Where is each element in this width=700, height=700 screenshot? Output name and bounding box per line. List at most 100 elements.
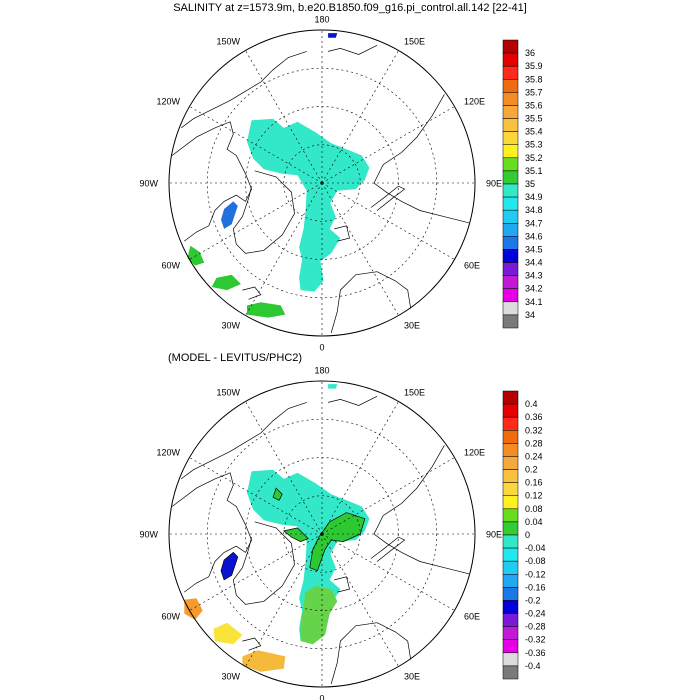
diff-coastline <box>328 395 378 406</box>
diff-colorbar-box <box>502 652 519 667</box>
diff-colorbar-label: 0.36 <box>525 412 543 422</box>
diff-coastline <box>171 472 252 593</box>
salinity-colorbar-box <box>502 262 519 276</box>
diff-coastline <box>242 637 262 651</box>
salinity-coastline <box>180 51 307 129</box>
salinity-longitude-label: 60E <box>464 261 480 271</box>
diff-colorbar-label: 0.16 <box>525 478 543 488</box>
diff-coastline <box>373 445 469 575</box>
salinity-longitude-label: 90W <box>139 179 158 189</box>
salinity-longitude-label: 120W <box>156 97 180 107</box>
salinity-colorbar-box <box>502 236 519 250</box>
salinity-coastline <box>232 170 295 254</box>
diff-colorbar-label: 0.4 <box>525 399 538 409</box>
diff-colorbar-label: -0.04 <box>525 543 546 553</box>
salinity-colorbar-box <box>502 249 519 263</box>
salinity-colorbar-box <box>502 275 519 289</box>
diff-coastline <box>334 576 350 593</box>
diff-colorbar-box <box>502 613 519 627</box>
diff-colorbar-label: 0.24 <box>525 452 543 462</box>
salinity-colorbar-box <box>502 209 519 224</box>
diff-map-boundary <box>168 380 476 688</box>
salinity-colorbar-box <box>502 65 519 80</box>
page-title: SALINITY at z=1573.9m, b.e20.B1850.f09_g… <box>173 2 527 14</box>
diff-colorbar-box <box>502 639 519 654</box>
diff-meridian <box>245 533 323 667</box>
salinity-colorbar-label: 34.6 <box>525 231 543 241</box>
salinity-meridian <box>245 50 323 184</box>
salinity-longitude-label: 120E <box>464 97 485 107</box>
salinity-latitude-circle <box>206 67 438 299</box>
diff-longitude-label: 60W <box>161 612 180 622</box>
salinity-region-eurasian <box>299 201 341 292</box>
diff-meridian <box>189 457 323 535</box>
diff-colorbar-box <box>502 521 519 536</box>
salinity-colorbar-box <box>502 170 519 185</box>
salinity-longitude-label: 30E <box>404 321 420 331</box>
salinity-meridian <box>245 182 323 316</box>
salinity-longitude-label: 30W <box>221 321 240 331</box>
diff-contour-lomonosov <box>283 527 309 542</box>
diff-colorbar-label: 0.28 <box>525 438 543 448</box>
diff-colorbar-label: -0.28 <box>525 622 546 632</box>
diff-contour-baffin <box>220 551 239 581</box>
diff-colorbar-box <box>502 626 519 640</box>
salinity-colorbar-label: 35.3 <box>525 140 543 150</box>
salinity-colorbar-box <box>502 92 519 106</box>
diff-colorbar-box <box>502 600 519 614</box>
salinity-coastline <box>370 185 406 211</box>
salinity-colorbar: 36 35.9 35.8 35.7 35.6 35.5 35.4 35.3 35.2 35.1 35… <box>502 39 543 329</box>
salinity-colorbar-label: 35.5 <box>525 114 543 124</box>
salinity-colorbar-label: 34.4 <box>525 258 543 268</box>
diff-colorbar-box <box>502 443 519 457</box>
salinity-meridian <box>321 50 399 184</box>
salinity-coastline <box>171 121 252 242</box>
diff-meridian <box>321 401 399 535</box>
salinity-meridian <box>321 106 455 184</box>
diff-colorbar-label: -0.24 <box>525 609 546 619</box>
salinity-colorbar-label: 34.8 <box>525 205 543 215</box>
salinity-longitude-label: 150W <box>216 37 240 47</box>
salinity-colorbar-box <box>502 79 519 93</box>
diff-colorbar-box <box>502 430 519 444</box>
salinity-colorbar-label: 34.5 <box>525 245 543 255</box>
salinity-colorbar-box <box>502 223 519 237</box>
diff-meridian <box>321 533 455 611</box>
diff-colorbar-label: 0.32 <box>525 425 543 435</box>
diff-colorbar-box <box>502 403 519 418</box>
salinity-colorbar-label: 34.2 <box>525 284 543 294</box>
salinity-colorbar-box <box>502 183 519 198</box>
diff-longitude-label: 30E <box>404 672 420 682</box>
diff-latitude-circle <box>206 418 438 650</box>
salinity-colorbar-box <box>502 52 519 67</box>
salinity-colorbar-label: 35.7 <box>525 87 543 97</box>
diff-colorbar-label: 0 <box>525 530 530 540</box>
diff-meridian <box>189 533 323 611</box>
difference-plot-title: (MODEL - LEVITUS/PHC2) <box>168 352 303 364</box>
salinity-meridian <box>189 106 323 184</box>
diff-colorbar-label: -0.08 <box>525 556 546 566</box>
diff-colorbar-box <box>502 456 519 470</box>
diff-region-irminger_d <box>213 622 243 645</box>
diff-colorbar-box <box>502 587 519 601</box>
salinity-colorbar-box <box>502 301 519 316</box>
salinity-meridian <box>321 182 455 260</box>
diff-colorbar-box <box>502 574 519 588</box>
diff-colorbar-label: 0.2 <box>525 465 538 475</box>
diff-colorbar-label: -0.4 <box>525 661 541 671</box>
salinity-colorbar-label: 34.1 <box>525 297 543 307</box>
salinity-colorbar-label: 34.7 <box>525 218 543 228</box>
diff-colorbar-label: -0.36 <box>525 648 546 658</box>
salinity-meridian <box>189 182 323 260</box>
diff-colorbar-box <box>502 534 519 549</box>
diff-longitude-label: 120E <box>464 448 485 458</box>
salinity-region-arctic <box>247 118 370 257</box>
diff-region-lomonosov <box>283 527 309 542</box>
salinity-longitude-label: 60W <box>161 261 180 271</box>
diff-longitude-label: 60E <box>464 612 480 622</box>
diff-colorbar-box <box>502 416 519 431</box>
diff-coastline <box>232 521 295 605</box>
salinity-colorbar-label: 35.6 <box>525 101 543 111</box>
diff-latitude-circle <box>283 495 361 573</box>
